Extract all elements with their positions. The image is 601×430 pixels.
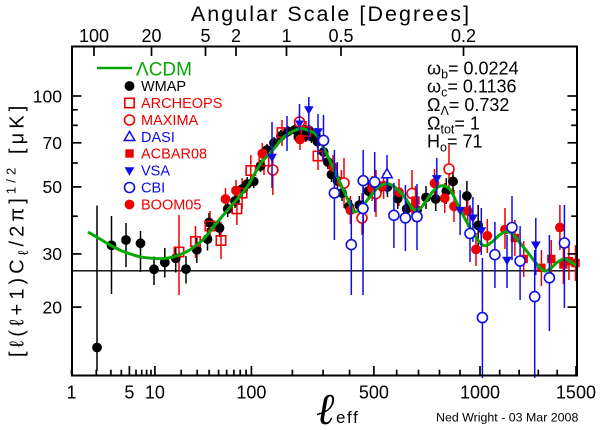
svg-text:DASI: DASI: [141, 130, 175, 146]
svg-text:100: 100: [79, 26, 109, 46]
svg-text:eff: eff: [336, 408, 359, 427]
svg-text:1: 1: [281, 26, 291, 46]
svg-text:1: 1: [66, 383, 76, 403]
svg-text:[ℓ(ℓ+1)Cℓ/2π]1/2 [μK]: [ℓ(ℓ+1)Cℓ/2π]1/2 [μK]: [4, 102, 32, 357]
svg-text:100: 100: [236, 383, 266, 403]
svg-text:CBI: CBI: [141, 181, 165, 197]
svg-text:10: 10: [145, 383, 165, 403]
svg-text:5: 5: [124, 383, 134, 403]
svg-text:30: 30: [43, 244, 63, 264]
svg-text:ℓ: ℓ: [316, 385, 335, 430]
svg-text:BOOM05: BOOM05: [141, 198, 201, 214]
svg-text:50: 50: [43, 177, 63, 197]
svg-text:ωc= 0.1136: ωc= 0.1136: [427, 77, 517, 100]
svg-text:Ωtot= 1: Ωtot= 1: [427, 113, 480, 136]
svg-text:500: 500: [359, 383, 389, 403]
svg-text:VSA: VSA: [141, 164, 170, 180]
svg-text:2: 2: [231, 26, 241, 46]
svg-text:0.2: 0.2: [451, 26, 476, 46]
svg-text:MAXIMA: MAXIMA: [141, 113, 199, 129]
svg-text:100: 100: [33, 86, 62, 106]
svg-text:Angular Scale [Degrees]: Angular Scale [Degrees]: [191, 2, 471, 26]
svg-text:20: 20: [43, 297, 63, 317]
svg-text:ΛCDM: ΛCDM: [136, 60, 192, 81]
svg-text:1500: 1500: [556, 383, 596, 403]
svg-text:0.5: 0.5: [328, 26, 353, 46]
svg-text:ARCHEOPS: ARCHEOPS: [141, 96, 222, 112]
svg-text:20: 20: [141, 26, 161, 46]
svg-text:1000: 1000: [460, 383, 500, 403]
svg-text:ωb= 0.0224: ωb= 0.0224: [427, 58, 519, 81]
svg-text:Ho= 71: Ho= 71: [427, 132, 483, 155]
svg-text:WMAP: WMAP: [141, 79, 186, 95]
svg-text:Ned Wright - 03 Mar 2008: Ned Wright - 03 Mar 2008: [436, 411, 578, 425]
svg-text:70: 70: [43, 133, 63, 153]
svg-text:ACBAR08: ACBAR08: [141, 147, 207, 163]
svg-text:5: 5: [200, 26, 210, 46]
